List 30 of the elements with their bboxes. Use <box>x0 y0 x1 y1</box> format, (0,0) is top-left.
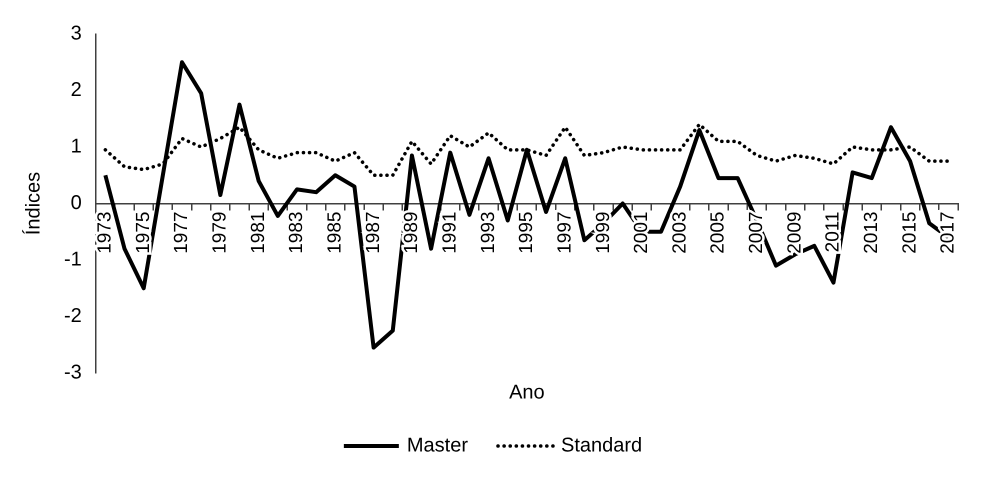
x-tick-label: 2017 <box>938 212 959 254</box>
x-tick-label: 1993 <box>478 212 499 254</box>
legend-label: Standard <box>560 434 642 457</box>
x-tick-label: 1979 <box>210 212 231 254</box>
x-tick-label: 2011 <box>822 212 844 252</box>
x-tick-label: 2005 <box>708 212 729 254</box>
x-tick-label: 1973 <box>94 212 116 254</box>
y-tick-label: -3 <box>64 362 82 384</box>
x-tick-label: 1975 <box>132 212 154 254</box>
y-tick-label: 1 <box>70 136 82 158</box>
y-tick-label: -2 <box>64 305 82 328</box>
y-tick-label: -1 <box>64 248 82 271</box>
x-tick-label: 1995 <box>516 212 538 254</box>
y-tick-label: 0 <box>70 192 82 214</box>
x-tick-label: 2013 <box>861 212 882 254</box>
x-tick-label: 1981 <box>248 212 269 254</box>
x-tick-label: 1991 <box>439 212 460 254</box>
y-tick-label: 3 <box>70 22 82 45</box>
x-tick-label: 2009 <box>784 212 806 254</box>
legend-label: Master <box>406 434 468 457</box>
x-tick-label: 1985 <box>324 212 346 254</box>
x-tick-label: 1997 <box>554 212 576 254</box>
x-tick-label: 2003 <box>669 212 690 254</box>
y-tick-label: 2 <box>70 79 82 102</box>
y-axis-title: Índices <box>22 172 45 236</box>
x-axis-title: Ano <box>509 382 545 404</box>
x-tick-label: 1987 <box>362 212 384 254</box>
x-tick-label: 2015 <box>899 212 920 254</box>
x-tick-label: 1977 <box>171 212 192 254</box>
x-tick-label: 1983 <box>286 212 308 254</box>
